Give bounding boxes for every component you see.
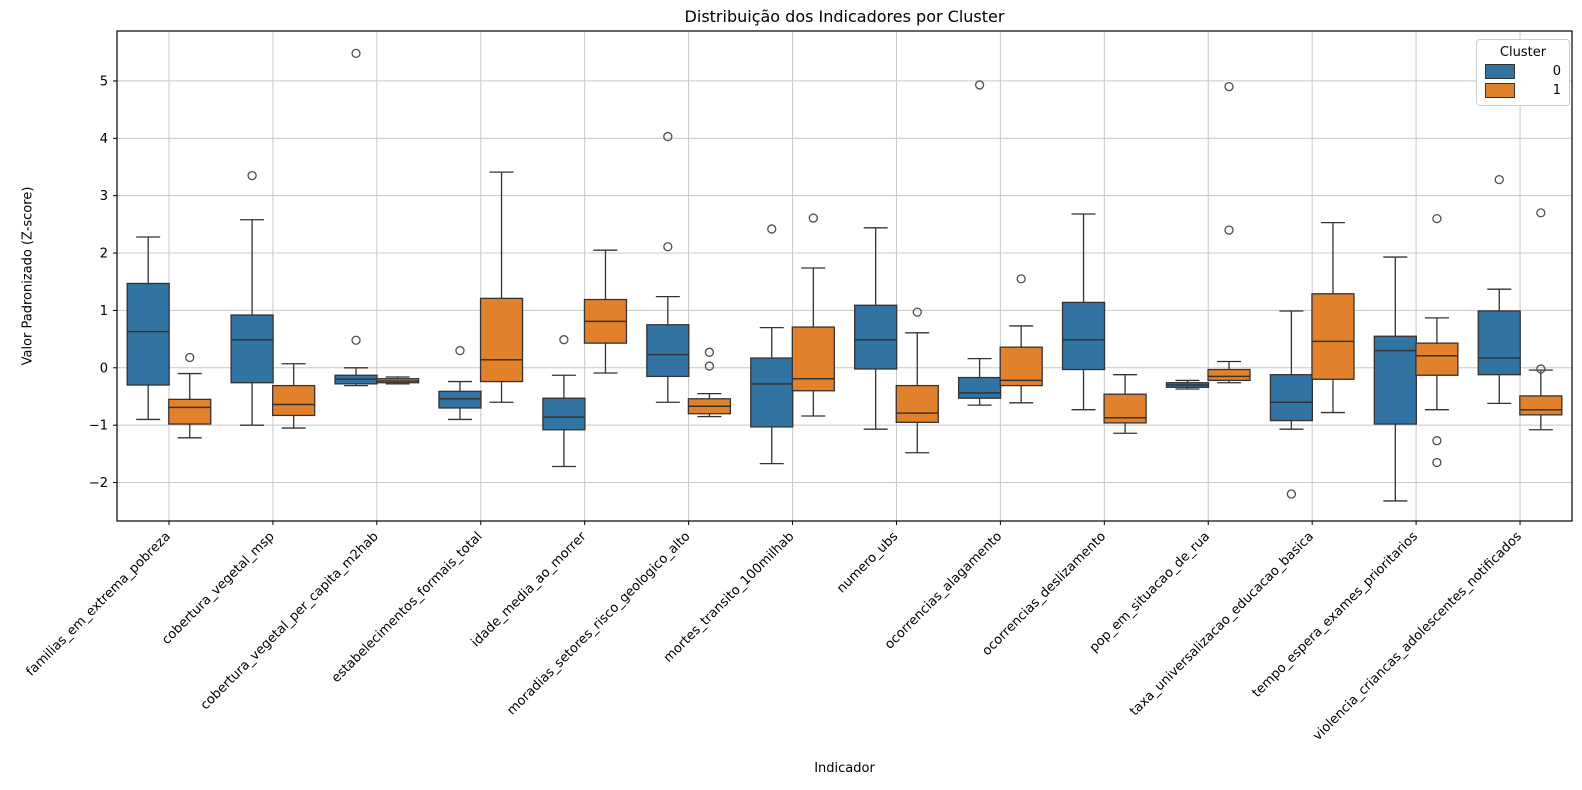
outlier-marker bbox=[455, 345, 465, 356]
outlier-marker bbox=[1536, 364, 1546, 374]
outlier-marker bbox=[974, 80, 985, 90]
outlier-marker bbox=[1224, 82, 1234, 92]
x-tick-label: numero_ubs bbox=[834, 529, 901, 596]
y-tick-label: 1 bbox=[100, 304, 108, 319]
box-cluster1-violencia_criancas_adolescentes_notificados bbox=[1519, 395, 1563, 416]
box-cluster0-ocorrencias_deslizamento bbox=[1061, 301, 1106, 371]
box-cluster0-estabelecimentos_formais_total bbox=[438, 390, 482, 409]
outlier-marker bbox=[704, 361, 715, 371]
y-tick-label: 4 bbox=[100, 132, 108, 147]
box-cluster0-idade_media_ao_morrer bbox=[542, 397, 586, 431]
y-tick-label: −2 bbox=[89, 476, 108, 491]
box-cluster0-numero_ubs bbox=[854, 304, 898, 370]
legend-entry-cluster-0: 0 bbox=[1485, 64, 1561, 79]
x-tick-label: pop_em_situacao_de_rua bbox=[1087, 529, 1213, 655]
box-cluster0-cobertura_vegetal_msp bbox=[230, 314, 274, 384]
x-tick-label: taxa_universalizacao_educacao_basica bbox=[1127, 529, 1317, 719]
box-cluster1-ocorrencias_deslizamento bbox=[1103, 393, 1147, 424]
x-tick-label: tempo_espera_exames_prioritarios bbox=[1249, 529, 1421, 701]
y-axis-label: Valor Padronizado (Z-score) bbox=[20, 186, 36, 366]
outlier-marker bbox=[1016, 274, 1026, 284]
legend-title: Cluster bbox=[1499, 45, 1547, 60]
box-cluster0-moradias_setores_risco_geologico_alto bbox=[646, 324, 690, 378]
y-tick-label: −1 bbox=[89, 419, 108, 434]
outlier-marker bbox=[1432, 213, 1442, 224]
outlier-marker bbox=[1432, 457, 1442, 468]
box-cluster1-numero_ubs bbox=[895, 384, 939, 423]
x-tick-label: familias_em_extrema_pobreza bbox=[24, 529, 174, 679]
x-tick-label: moradias_setores_risco_geologico_alto bbox=[504, 529, 693, 718]
legend-label-cluster-0: 0 bbox=[1552, 64, 1561, 79]
box-cluster0-ocorrencias_alagamento bbox=[957, 376, 1002, 399]
outlier-marker bbox=[663, 131, 673, 142]
outlier-marker bbox=[1432, 436, 1442, 446]
outlier-marker bbox=[247, 170, 257, 181]
outlier-marker bbox=[704, 347, 715, 357]
outlier-marker bbox=[351, 48, 361, 59]
box-cluster0-mortes_transito_100milhab bbox=[750, 357, 794, 428]
box-cluster1-familias_em_extrema_pobreza bbox=[168, 398, 212, 425]
x-tick-label: cobertura_vegetal_msp bbox=[159, 529, 278, 648]
x-tick-label: violencia_criancas_adolescentes_notifica… bbox=[1310, 529, 1525, 744]
outlier-marker bbox=[559, 335, 569, 345]
outlier-marker bbox=[185, 352, 195, 363]
x-axis-label: Indicador bbox=[814, 761, 875, 776]
legend-swatch-cluster-0 bbox=[1485, 64, 1515, 79]
box-cluster1-taxa_universalizacao_educacao_basica bbox=[1311, 293, 1355, 380]
box-cluster1-cobertura_vegetal_msp bbox=[272, 384, 316, 417]
legend-swatch-cluster-1 bbox=[1485, 83, 1515, 98]
outlier-marker bbox=[1224, 225, 1234, 235]
outlier-marker bbox=[808, 213, 818, 223]
y-tick-label: 2 bbox=[100, 247, 108, 262]
x-tick-label: ocorrencias_deslizamento bbox=[979, 529, 1109, 659]
y-tick-label: 0 bbox=[100, 361, 108, 376]
box-cluster1-mortes_transito_100milhab bbox=[791, 326, 835, 392]
box-cluster1-pop_em_situacao_de_rua bbox=[1207, 368, 1251, 382]
outlier-marker bbox=[351, 335, 361, 345]
outlier-marker bbox=[1536, 208, 1546, 218]
x-tick-label: cobertura_vegetal_per_capita_m2hab bbox=[198, 529, 382, 713]
box-cluster1-tempo_espera_exames_prioritarios bbox=[1415, 342, 1459, 376]
box-cluster0-violencia_criancas_adolescentes_notificados bbox=[1477, 310, 1521, 376]
chart-title: Distribuição dos Indicadores por Cluster bbox=[684, 7, 1005, 26]
legend: Cluster 0 1 bbox=[1476, 39, 1570, 106]
outlier-marker bbox=[912, 307, 922, 317]
box-cluster1-ocorrencias_alagamento bbox=[999, 346, 1043, 387]
outlier-marker bbox=[663, 242, 673, 252]
box-cluster0-familias_em_extrema_pobreza bbox=[126, 282, 170, 386]
legend-label-cluster-1: 1 bbox=[1552, 83, 1561, 98]
x-tick-label: ocorrencias_alagamento bbox=[882, 529, 1005, 652]
outlier-marker bbox=[1494, 174, 1504, 185]
box-cluster1-estabelecimentos_formais_total bbox=[479, 297, 524, 383]
outlier-marker bbox=[1286, 489, 1297, 499]
y-tick-label: 5 bbox=[100, 74, 108, 89]
x-tick-label: idade_media_ao_morrer bbox=[468, 529, 589, 650]
legend-entry-cluster-1: 1 bbox=[1485, 83, 1561, 98]
plot-border bbox=[116, 30, 1573, 522]
y-tick-label: 3 bbox=[100, 189, 108, 204]
outlier-marker bbox=[767, 224, 777, 234]
box-cluster0-tempo_espera_exames_prioritarios bbox=[1373, 335, 1417, 425]
box-cluster0-taxa_universalizacao_educacao_basica bbox=[1269, 374, 1314, 422]
